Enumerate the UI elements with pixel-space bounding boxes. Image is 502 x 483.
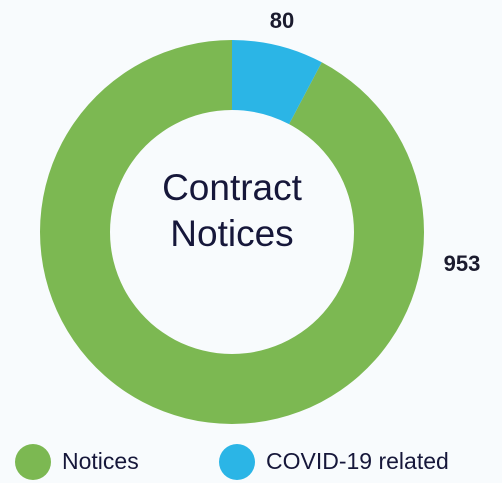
- legend-swatch: [219, 444, 255, 480]
- value-label: 80: [270, 8, 294, 33]
- center-label-box: Contract Notices: [162, 167, 302, 254]
- legend-label: Notices: [62, 448, 139, 474]
- donut-slice: [40, 40, 425, 425]
- legend-label: COVID-19 related: [266, 448, 449, 474]
- donut-slice: [232, 40, 322, 125]
- value-label: 953: [444, 251, 481, 276]
- center-label: Contract Notices: [162, 167, 302, 254]
- legend-swatch: [15, 444, 51, 480]
